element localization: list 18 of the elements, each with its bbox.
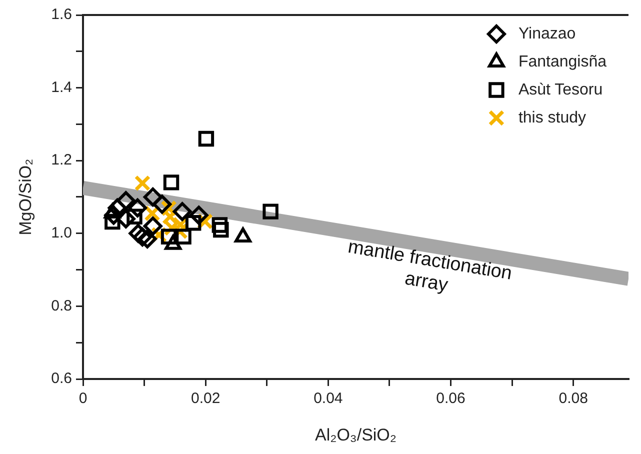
y-tick-label: 1.4 — [51, 78, 72, 96]
legend-label: this study — [518, 109, 586, 126]
y-tick-label: 0.6 — [51, 370, 72, 388]
y-tick-label: 1.6 — [51, 6, 72, 24]
x-tick-label: 0.04 — [314, 390, 343, 408]
y-tick-label: 0.8 — [51, 297, 72, 314]
legend-label: Asùt Tesoru — [518, 81, 603, 98]
y-tick-label: 1.0 — [51, 224, 72, 242]
x-tick-label: 0.06 — [436, 390, 466, 408]
x-tick-label: 0.02 — [190, 390, 220, 408]
annotation: mantle fractionation array — [346, 236, 514, 296]
y-tick-label: 1.2 — [51, 152, 72, 169]
x-tick-label: 0 — [78, 390, 88, 408]
legend-label: Yinazao — [518, 25, 576, 42]
y-axis-title: MgO/SiO₂ — [16, 158, 35, 236]
x-axis-title: Al₂O₃/SiO₂ — [314, 425, 397, 444]
legend-label: Fantangisña — [518, 53, 607, 70]
x-tick-label: 0.08 — [558, 390, 588, 408]
